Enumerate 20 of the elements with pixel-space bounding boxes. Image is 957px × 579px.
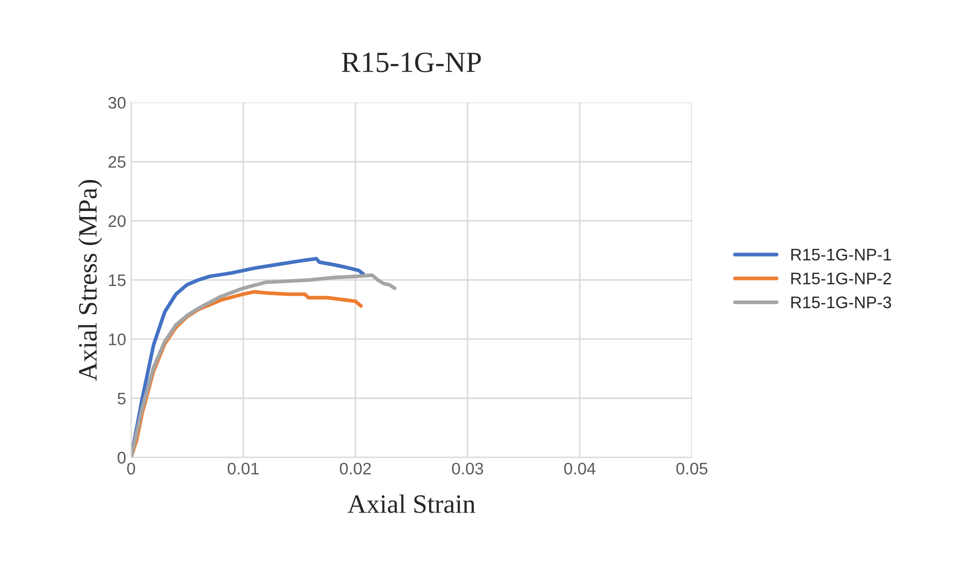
x-tick-label: 0.04 <box>564 462 596 475</box>
y-tick-label: 0 <box>118 452 126 464</box>
chart-title: R15-1G-NP <box>342 52 481 72</box>
y-tick-label: 10 <box>108 334 126 346</box>
y-tick-label: 5 <box>118 392 126 404</box>
x-tick-label: 0.05 <box>676 462 708 475</box>
x-tick-label: 0.02 <box>340 462 371 475</box>
x-tick-label: 0.01 <box>228 462 259 475</box>
x-tick-label: 0 <box>127 462 136 475</box>
x-axis-title: Axial Strain <box>348 494 476 514</box>
y-tick-label: 20 <box>108 215 126 227</box>
y-tick-label: 25 <box>108 156 126 168</box>
legend-label: R15-1G-NP-1 <box>791 248 892 261</box>
legend-label: R15-1G-NP-2 <box>791 272 891 284</box>
line-series <box>131 273 396 458</box>
y-tick-label: 30 <box>108 96 126 109</box>
legend-label: R15-1G-NP-3 <box>791 296 892 308</box>
x-tick-label: 0.03 <box>452 462 484 475</box>
y-tick-label: 15 <box>108 274 126 286</box>
y-axis-title: Axial Stress (MPa) <box>78 180 102 381</box>
